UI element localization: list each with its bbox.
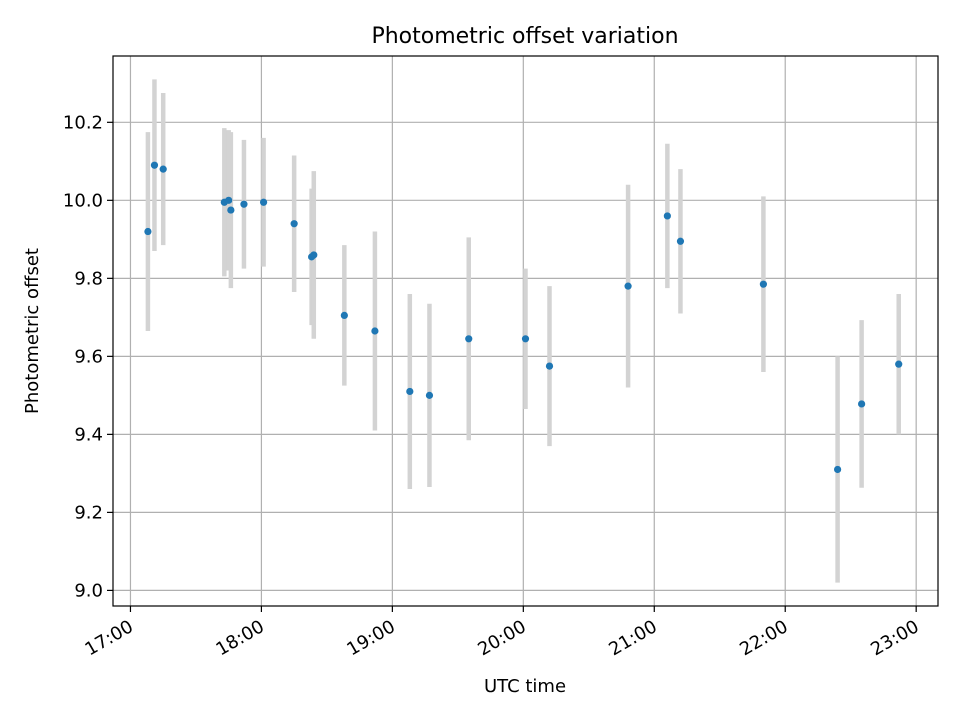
data-point [895, 360, 903, 368]
x-tick-label: 21:00 [605, 616, 660, 660]
data-point [371, 327, 379, 335]
data-point [834, 465, 842, 474]
axis-layer: 17:00 18:00 19:00 20:00 21:00 22:00 23:00 9.0 9.… [63, 112, 923, 660]
y-tick-label: 9.0 [74, 580, 103, 601]
point-layer [144, 161, 903, 474]
y-axis-label: Photometric offset [22, 248, 43, 414]
data-point [259, 198, 268, 206]
plot-frame [112, 55, 939, 607]
data-point [465, 335, 473, 343]
data-point [340, 311, 348, 319]
data-point [290, 220, 298, 228]
data-point [310, 251, 318, 259]
data-point [406, 387, 414, 396]
data-point [159, 165, 167, 173]
grid-layer [113, 56, 938, 606]
data-point [663, 212, 671, 220]
data-point [545, 362, 554, 370]
chart-title: Photometric offset variation [371, 24, 678, 49]
data-point [425, 391, 434, 399]
data-point [759, 280, 767, 288]
y-tick-label: 10.0 [63, 190, 103, 211]
x-tick-label: 23:00 [867, 616, 922, 660]
y-tick-label: 9.8 [74, 268, 103, 289]
y-tick-label: 9.2 [74, 502, 103, 523]
x-tick-label: 19:00 [343, 616, 398, 660]
data-point [676, 237, 685, 245]
data-point [150, 161, 159, 169]
y-tick-label: 9.4 [74, 424, 103, 445]
x-tick-label: 17:00 [82, 616, 137, 660]
x-tick-label: 18:00 [212, 616, 267, 660]
x-tick-label: 22:00 [736, 616, 791, 660]
y-tick-label: 9.6 [74, 346, 103, 367]
data-point [144, 227, 152, 236]
y-tick-label: 10.2 [63, 112, 103, 133]
data-point [858, 400, 866, 408]
data-point [521, 335, 530, 343]
data-point [225, 196, 233, 204]
data-point [624, 282, 632, 290]
data-point [240, 200, 248, 208]
x-axis-label: UTC time [484, 676, 566, 697]
data-point [227, 206, 235, 214]
x-tick-label: 20:00 [474, 616, 529, 660]
